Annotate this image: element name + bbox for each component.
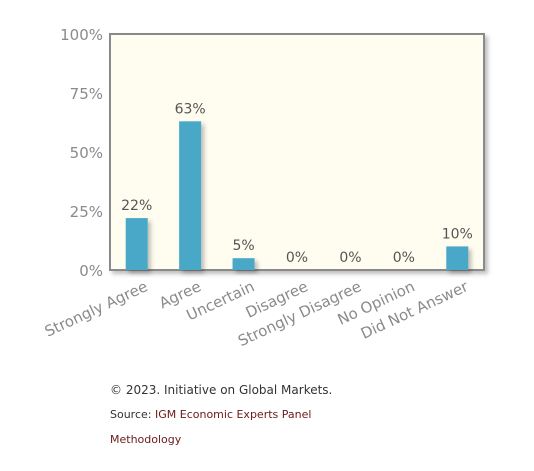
value-labels: 22% 63% 5% 0% 0% 0% 10% <box>121 101 473 266</box>
y-tick-label: 25% <box>70 203 103 221</box>
bar[interactable] <box>125 218 148 270</box>
bar[interactable] <box>179 121 202 270</box>
value-label: 0% <box>393 250 415 266</box>
y-tick-label: 75% <box>70 85 103 103</box>
methodology-link[interactable]: Methodology <box>110 433 182 446</box>
bars <box>125 121 469 270</box>
plot-area <box>109 33 485 271</box>
bar-chart: 0% 25% 50% 75% 100% 22% 63% 5% 0% 0% 0% 10% Strong… <box>42 26 485 350</box>
source-text: Source: IGM Economic Experts Panel <box>110 408 311 421</box>
x-axis-labels: Strongly Agree AgreeUncertainDisagreeStro… <box>42 277 472 350</box>
value-label: 5% <box>232 238 254 254</box>
y-tick-label: 0% <box>79 262 103 280</box>
value-label: 0% <box>339 250 361 266</box>
source-prefix: Source: <box>110 408 155 421</box>
copyright-text: © 2023. Initiative on Global Markets. <box>110 383 333 397</box>
y-axis: 0% 25% 50% 75% 100% <box>60 26 103 280</box>
value-label: 63% <box>175 101 206 117</box>
bar[interactable] <box>232 258 255 270</box>
source-link[interactable]: IGM Economic Experts Panel <box>154 408 312 421</box>
value-label: 10% <box>442 226 473 242</box>
category-label: Strongly Agree <box>42 277 151 340</box>
y-tick-label: 50% <box>70 144 103 162</box>
value-label: 0% <box>286 250 308 266</box>
value-label: 22% <box>121 198 152 214</box>
y-tick-label: 100% <box>60 26 103 44</box>
bar[interactable] <box>446 246 469 270</box>
